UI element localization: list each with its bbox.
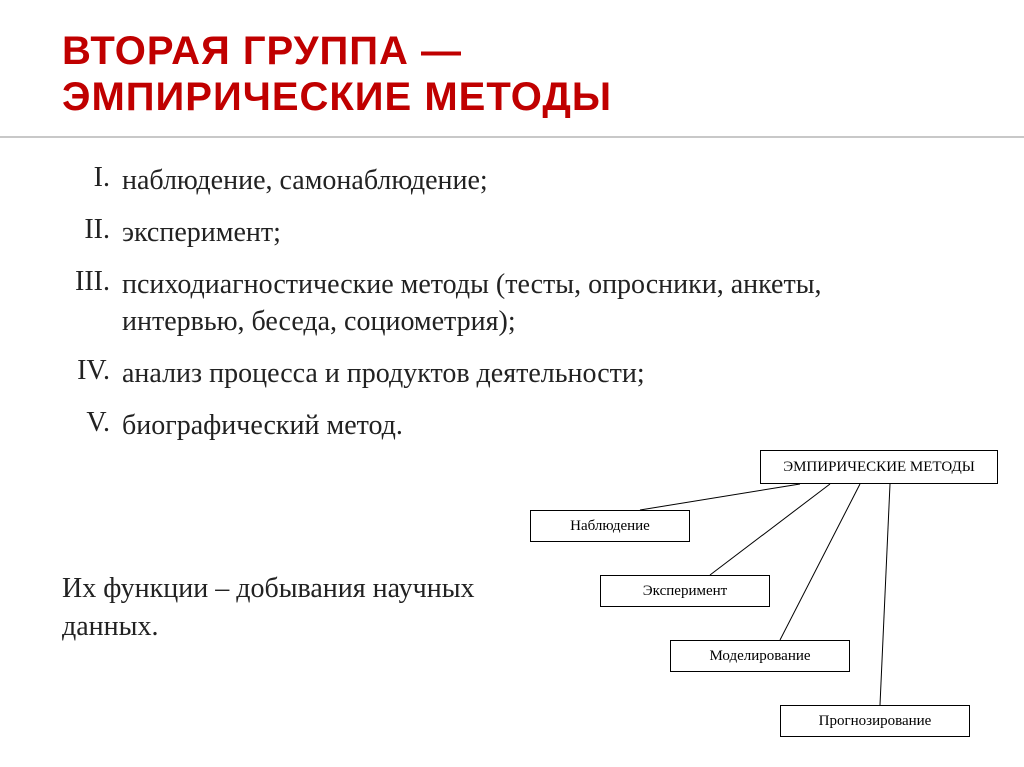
list-item: II. эксперимент; bbox=[62, 214, 984, 252]
list-text: психодиагностические методы (тесты, опро… bbox=[122, 266, 902, 342]
list-item: III. психодиагностические методы (тесты,… bbox=[62, 266, 984, 342]
title-line-1: ВТОРАЯ ГРУППА — bbox=[62, 29, 462, 73]
list-text: анализ процесса и продуктов деятельности… bbox=[122, 355, 645, 393]
diagram: ЭМПИРИЧЕСКИЕ МЕТОДЫ Наблюдение Эксперимент… bbox=[470, 440, 1010, 750]
list-marker: V. bbox=[62, 407, 122, 445]
slide-title: ВТОРАЯ ГРУППА — ЭМПИРИЧЕСКИЕ МЕТОДЫ bbox=[0, 0, 1024, 138]
title-line-2: ЭМПИРИЧЕСКИЕ МЕТОДЫ bbox=[62, 75, 612, 119]
diagram-node: Моделирование bbox=[670, 640, 850, 672]
list-item: I. наблюдение, самонаблюдение; bbox=[62, 162, 984, 200]
list-text: наблюдение, самонаблюдение; bbox=[122, 162, 488, 200]
list-text: эксперимент; bbox=[122, 214, 281, 252]
diagram-node: Прогнозирование bbox=[780, 705, 970, 737]
list-marker: IV. bbox=[62, 355, 122, 393]
ordered-list: I. наблюдение, самонаблюдение; II. экспе… bbox=[0, 162, 1024, 445]
list-text: биографический метод. bbox=[122, 407, 403, 445]
list-marker: III. bbox=[62, 266, 122, 342]
diagram-node: ЭМПИРИЧЕСКИЕ МЕТОДЫ bbox=[760, 450, 998, 484]
list-marker: I. bbox=[62, 162, 122, 200]
list-marker: II. bbox=[62, 214, 122, 252]
diagram-node: Наблюдение bbox=[530, 510, 690, 542]
list-item: IV. анализ процесса и продуктов деятельн… bbox=[62, 355, 984, 393]
diagram-node: Эксперимент bbox=[600, 575, 770, 607]
footer-text: Их функции – добывания научных данных. bbox=[62, 570, 482, 646]
